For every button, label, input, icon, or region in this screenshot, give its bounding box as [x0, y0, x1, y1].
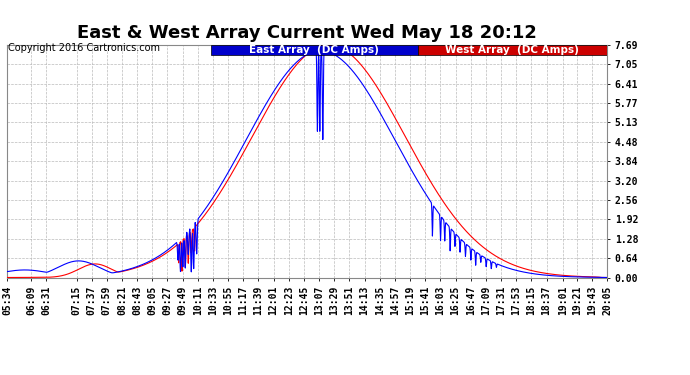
Text: East Array  (DC Amps): East Array (DC Amps) — [249, 45, 380, 55]
Title: East & West Array Current Wed May 18 20:12: East & West Array Current Wed May 18 20:… — [77, 24, 537, 42]
Text: West Array  (DC Amps): West Array (DC Amps) — [446, 45, 580, 55]
Text: Copyright 2016 Cartronics.com: Copyright 2016 Cartronics.com — [8, 43, 160, 52]
Bar — [417, 45, 607, 55]
Bar — [211, 45, 417, 55]
